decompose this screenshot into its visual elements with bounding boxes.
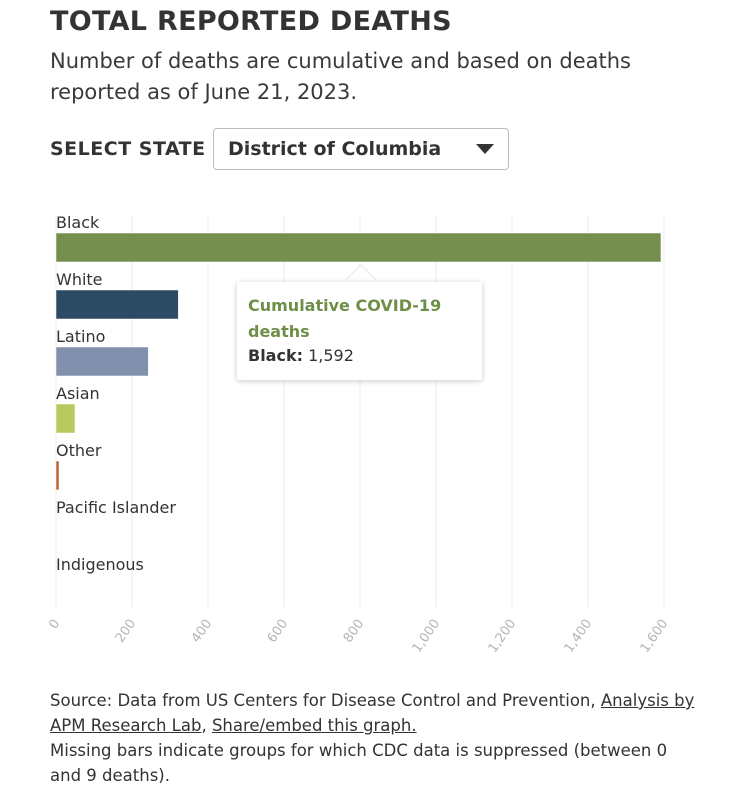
category-label: Asian bbox=[56, 384, 100, 403]
tooltip-value: 1,592 bbox=[308, 346, 354, 365]
bar-asian bbox=[55, 403, 76, 434]
category-label: Other bbox=[56, 441, 102, 460]
category-label: White bbox=[56, 270, 103, 289]
x-tick-label: 600 bbox=[265, 617, 292, 646]
category-label: Pacific Islander bbox=[56, 498, 176, 517]
source-note: Source: Data from US Centers for Disease… bbox=[50, 688, 700, 788]
footer-separator: , bbox=[201, 716, 207, 735]
tooltip-caret bbox=[345, 266, 377, 282]
chevron-down-icon bbox=[476, 144, 494, 154]
selected-state: District of Columbia bbox=[228, 138, 442, 160]
x-tick-label: 400 bbox=[189, 617, 216, 646]
bar-other bbox=[55, 460, 60, 491]
category-label: Black bbox=[56, 213, 100, 232]
tooltip-title: Cumulative COVID-19 deaths bbox=[248, 296, 442, 341]
bar-white bbox=[55, 289, 179, 320]
tooltip-body: Black: 1,592 bbox=[248, 346, 354, 365]
chart-subtitle: Number of deaths are cumulative and base… bbox=[50, 49, 631, 104]
category-label: Indigenous bbox=[56, 555, 144, 574]
chart-tooltip: Cumulative COVID-19 deaths Black: 1,592 bbox=[237, 282, 482, 380]
state-select-dropdown[interactable]: District of Columbia bbox=[213, 128, 509, 170]
bar-chart: 0 200 400 600 800 1,000 1,200 1,400 1,600 Black Wh… bbox=[46, 213, 672, 656]
x-tick-label: 1,600 bbox=[638, 617, 672, 656]
x-tick-label: 200 bbox=[113, 617, 140, 646]
x-tick-label: 0 bbox=[46, 617, 63, 632]
chart-title: TOTAL REPORTED DEATHS bbox=[50, 6, 452, 37]
x-tick-label: 1,400 bbox=[562, 617, 596, 656]
x-tick-label: 1,000 bbox=[410, 617, 444, 656]
analysis-link[interactable]: Analysis by APM Research Lab bbox=[50, 691, 695, 735]
category-label: Latino bbox=[56, 327, 105, 346]
suppression-note: Missing bars indicate groups for which C… bbox=[50, 741, 668, 785]
tooltip-category: Black: bbox=[248, 346, 303, 365]
x-tick-label: 1,200 bbox=[486, 617, 520, 656]
select-state-label: SELECT STATE bbox=[50, 138, 206, 160]
share-embed-link[interactable]: Share/embed this graph. bbox=[211, 716, 417, 735]
source-text: Source: Data from US Centers for Disease… bbox=[50, 691, 596, 710]
bar-latino bbox=[55, 346, 149, 377]
bar-black bbox=[55, 232, 662, 263]
x-tick-label: 800 bbox=[341, 617, 368, 646]
